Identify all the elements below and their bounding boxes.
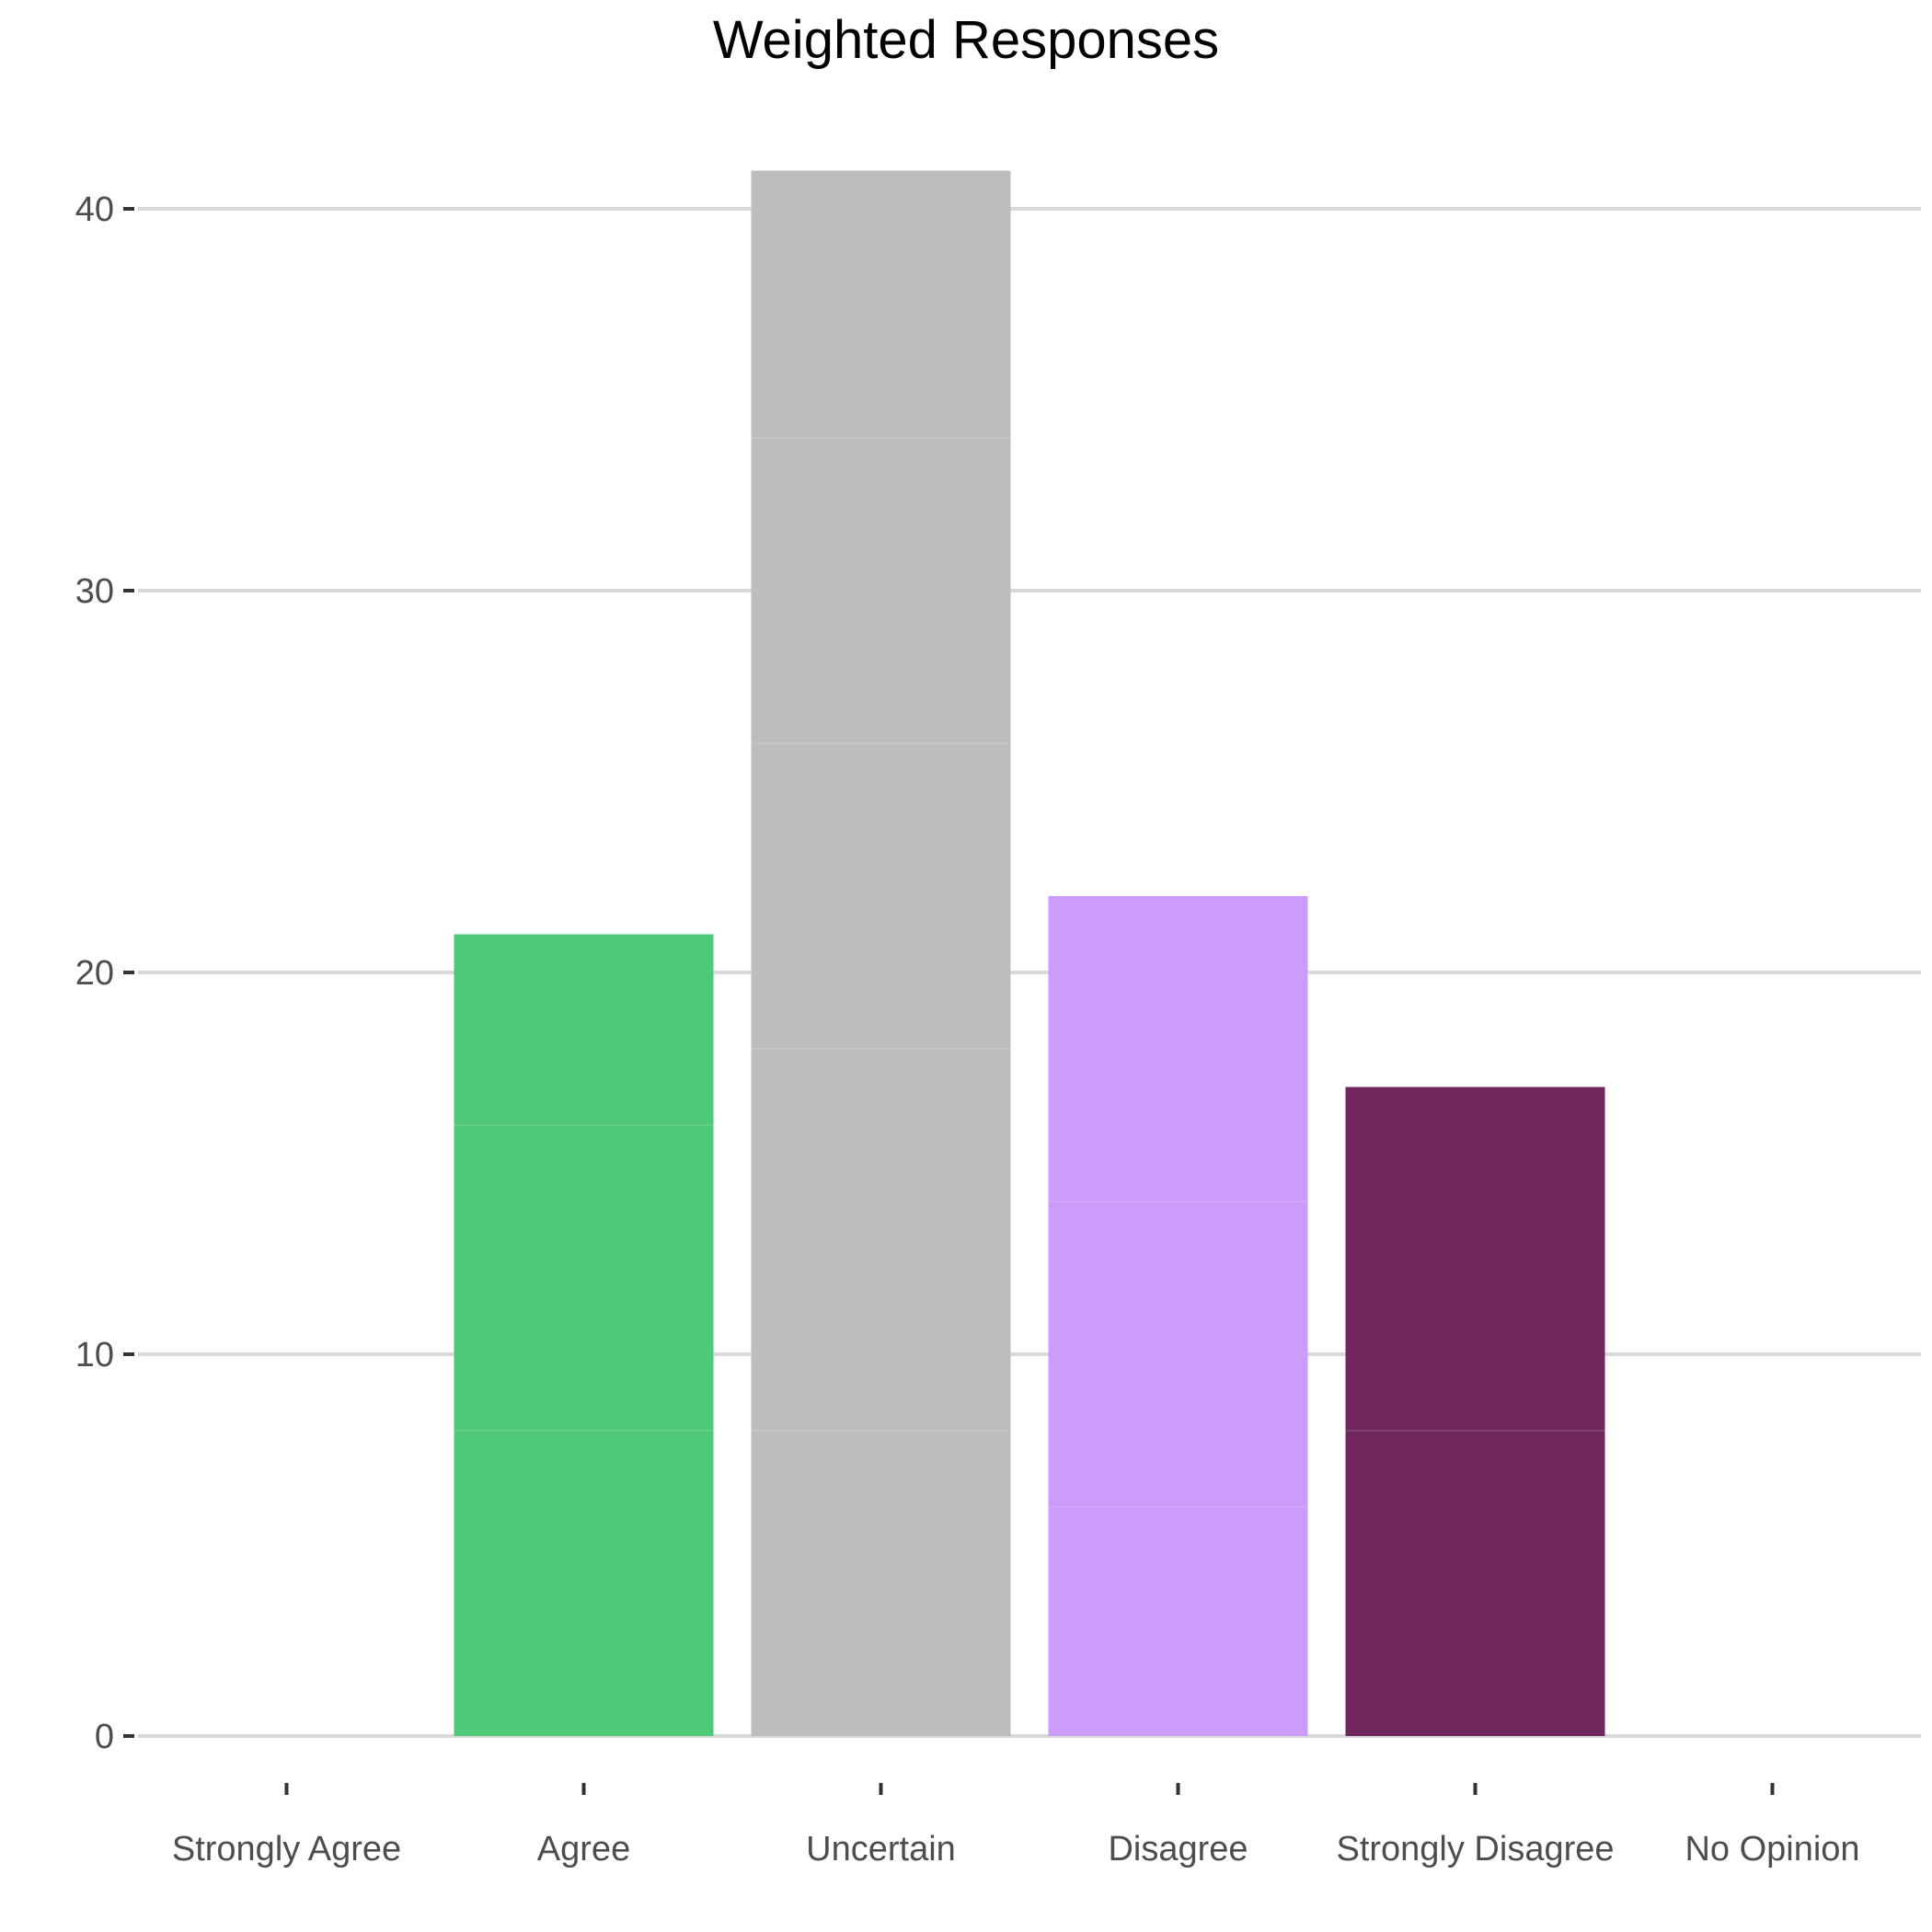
- bar-2-segment-3: [751, 438, 1011, 743]
- bar-1-segment-2: [454, 934, 714, 1125]
- x-tick-label-0: Strongly Agree: [172, 1830, 401, 1869]
- y-tick-label-40: 40: [75, 190, 114, 229]
- bar-1-segment-0: [454, 1431, 714, 1736]
- bar-3-segment-2: [1048, 896, 1308, 1202]
- bar-2-segment-4: [751, 170, 1011, 438]
- bar-2-segment-2: [751, 743, 1011, 1049]
- bar-2-segment-0: [751, 1431, 1011, 1736]
- y-tick-label-20: 20: [75, 954, 114, 993]
- y-tick-label-30: 30: [75, 572, 114, 611]
- y-tick-label-0: 0: [95, 1718, 114, 1756]
- y-tick-label-10: 10: [75, 1336, 114, 1374]
- x-tick-label-2: Uncertain: [806, 1830, 956, 1869]
- bar-4-segment-0: [1345, 1431, 1605, 1736]
- bar-4-segment-1: [1345, 1087, 1605, 1431]
- bar-3-segment-0: [1048, 1507, 1308, 1736]
- bar-2-segment-1: [751, 1049, 1011, 1431]
- x-tick-label-4: Strongly Disagree: [1336, 1830, 1614, 1869]
- x-tick-label-1: Agree: [537, 1830, 630, 1869]
- x-tick-label-3: Disagree: [1108, 1830, 1248, 1869]
- bar-3-segment-1: [1048, 1202, 1308, 1507]
- x-tick-label-5: No Opinion: [1685, 1830, 1859, 1869]
- chart-title: Weighted Responses: [712, 10, 1220, 70]
- bar-1-segment-1: [454, 1125, 714, 1431]
